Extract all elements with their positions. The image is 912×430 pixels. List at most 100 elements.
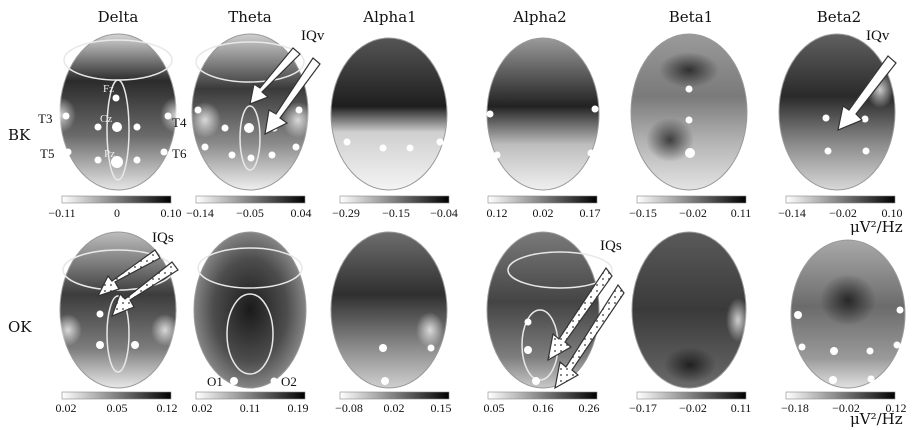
- electrode-dot: [247, 154, 255, 162]
- tick-label: 0.12: [487, 206, 508, 220]
- electrode-dot: [420, 375, 428, 383]
- tick-label: 0: [114, 206, 120, 220]
- tick-label: −0.29: [332, 206, 360, 220]
- tick-label: −0.15: [382, 206, 410, 220]
- electrode-dot: [685, 85, 693, 93]
- electrode-dot: [111, 156, 123, 168]
- colorbar: [339, 195, 450, 204]
- arrow-iqv-beta2: [837, 55, 897, 131]
- electrode-dot: [862, 147, 870, 155]
- electrode-dot: [867, 375, 875, 383]
- tick-labels-bk: −0.11 0 0.10 −0.14 −0.05 0.04 −0.29 −0.1…: [48, 206, 902, 220]
- electrode-dot: [587, 149, 595, 157]
- electrode-dot: [427, 344, 435, 352]
- colorbar: [636, 195, 747, 204]
- electrode-dot: [96, 341, 104, 349]
- map-bk-alpha1: [330, 37, 448, 191]
- tick-label: −0.14: [778, 206, 806, 220]
- colorbar: [487, 195, 598, 204]
- colorbars-bk: [61, 195, 896, 204]
- tick-label: −0.04: [430, 206, 458, 220]
- electrode-dot: [133, 156, 141, 164]
- electrode-dot: [244, 123, 254, 133]
- annotation-iqv-theta: IQv: [301, 28, 325, 44]
- electrode-label-t6: T6: [172, 146, 187, 161]
- tick-label: 0.11: [731, 206, 752, 220]
- row-label-bk: BK: [8, 126, 31, 144]
- tick-label: −0.18: [781, 401, 809, 415]
- map-ok-theta: O1 O2: [193, 231, 307, 389]
- tick-label: −0.02: [679, 401, 707, 415]
- colorbar: [636, 391, 747, 400]
- electrode-dot: [896, 306, 904, 314]
- electrode-dot: [406, 144, 414, 152]
- electrode-dot: [62, 112, 70, 120]
- electrode-dot: [94, 123, 102, 131]
- annotation-iqv-beta2: IQv: [866, 28, 890, 44]
- electrode-dot: [794, 311, 802, 319]
- band-label-theta: Theta: [228, 8, 272, 26]
- electrode-label-fz: Fz: [103, 83, 114, 95]
- unit-label-bk: μV²/Hz: [850, 218, 903, 236]
- map-bk-delta: Fz Cz Pz T3 T4 T5 T6: [38, 33, 192, 191]
- electrode-dot: [160, 148, 168, 156]
- tick-label: 0.05: [484, 401, 505, 415]
- electrode-dot: [133, 123, 141, 131]
- electrode-dot: [164, 112, 172, 120]
- tick-label: 0.16: [533, 401, 554, 415]
- tick-label: 0.02: [533, 206, 554, 220]
- tick-label: 0.04: [291, 206, 312, 220]
- electrode-dot: [493, 151, 501, 159]
- electrode-dot: [436, 138, 444, 146]
- arrow-iqv-theta: [264, 57, 321, 136]
- map-ok-beta1: [631, 231, 750, 389]
- electrode-dot: [230, 377, 238, 385]
- tick-label: −0.02: [832, 401, 860, 415]
- electrode-dot: [295, 106, 303, 114]
- band-label-delta: Delta: [97, 8, 139, 26]
- tick-label: −0.17: [629, 401, 657, 415]
- tick-label: 0.26: [579, 401, 600, 415]
- electrode-label-t4: T4: [172, 115, 187, 130]
- band-label-beta1: Beta1: [668, 8, 714, 26]
- electrode-dot: [228, 151, 236, 159]
- tick-label: −0.11: [48, 206, 75, 220]
- tick-label: 0.02: [384, 401, 405, 415]
- band-label-alpha1: Alpha1: [363, 8, 417, 26]
- electrode-label-t3: T3: [38, 111, 52, 126]
- arrow-iqs-delta-2: [96, 249, 161, 298]
- tick-label: 0.11: [240, 401, 261, 415]
- tick-label: −0.15: [629, 206, 657, 220]
- electrode-dot: [524, 346, 532, 354]
- electrode-label-pz: Pz: [104, 148, 115, 160]
- unit-label-ok: μV²/Hz: [850, 410, 903, 428]
- tick-label: 0.05: [107, 401, 128, 415]
- colorbar: [195, 391, 306, 400]
- annotation-iqs-delta: IQs: [152, 230, 174, 246]
- map-bk-beta2: IQv: [778, 28, 897, 191]
- map-ok-alpha2: IQs: [486, 231, 625, 390]
- tick-label: −0.05: [236, 206, 264, 220]
- electrode-dot: [379, 344, 387, 352]
- electrode-dot: [270, 377, 278, 385]
- electrode-label-o1: O1: [207, 374, 223, 389]
- colorbar: [195, 195, 306, 204]
- tick-label: 0.02: [56, 401, 77, 415]
- band-label-alpha2: Alpha2: [513, 8, 567, 26]
- electrode-dot: [685, 148, 695, 158]
- electrode-dot: [112, 94, 120, 102]
- electrode-dot: [822, 114, 830, 122]
- electrode-dot: [591, 105, 599, 113]
- tick-label: 0.12: [157, 401, 178, 415]
- tick-label: 0.02: [192, 401, 213, 415]
- electrode-dot: [201, 143, 209, 151]
- electrode-dot: [824, 147, 832, 155]
- electrode-label-cz: Cz: [100, 113, 112, 125]
- electrode-dot: [685, 116, 693, 124]
- electrode-dot: [861, 115, 869, 123]
- electrode-dot: [112, 122, 122, 132]
- electrode-label-t5: T5: [40, 146, 54, 161]
- electrode-dot: [798, 343, 806, 351]
- electrode-dot: [194, 106, 202, 114]
